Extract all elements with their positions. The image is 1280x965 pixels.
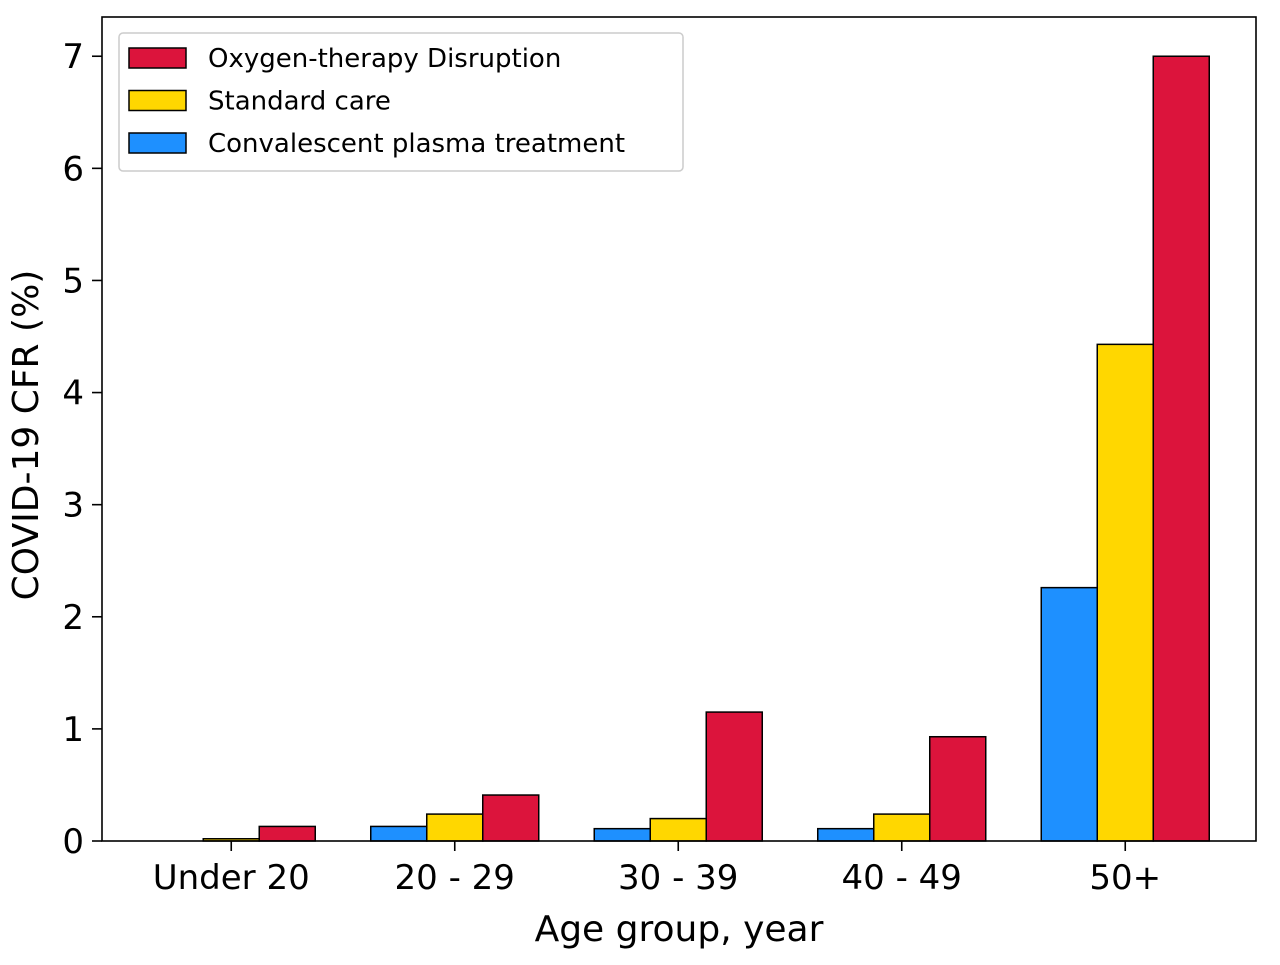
bar-convalescent-plasma-treatment-1 — [369, 825, 428, 842]
bar-convalescent-plasma-treatment-2 — [593, 827, 651, 842]
legend-label: Standard care — [208, 87, 391, 117]
y-tick-label: 4 — [62, 374, 84, 414]
y-tick-label: 6 — [62, 149, 84, 189]
legend-label: Oxygen-therapy Disruption — [208, 44, 561, 74]
bar-convalescent-plasma-treatment-3 — [816, 827, 875, 842]
bar-oxygen-therapy-disruption-1 — [481, 794, 540, 842]
x-tick-label: 40 - 49 — [842, 858, 962, 898]
legend-swatch — [128, 89, 187, 112]
x-tick-label: 30 - 39 — [618, 858, 738, 898]
bar-oxygen-therapy-disruption-3 — [928, 735, 987, 842]
x-tick-label: Under 20 — [153, 858, 310, 898]
y-tick-label: 0 — [62, 822, 84, 862]
bar-oxygen-therapy-disruption-4 — [1152, 55, 1210, 842]
x-axis: Under 20 20 - 29 30 - 39 40 - 49 50+ — [153, 841, 1161, 898]
legend-swatch — [128, 47, 187, 69]
bar-oxygen-therapy-disruption-2 — [705, 711, 763, 842]
y-axis: 0 1 2 3 4 5 6 7 — [62, 37, 102, 862]
legend: Oxygen-therapy Disruption Standard care Co… — [118, 32, 684, 172]
y-tick-label: 7 — [62, 37, 84, 77]
legend-swatch — [128, 132, 187, 154]
y-tick-label: 2 — [62, 598, 84, 638]
x-tick-label: 20 - 29 — [395, 858, 515, 898]
y-axis-label: COVID-19 CFR (%) — [6, 270, 47, 601]
bars-group — [202, 55, 1210, 842]
y-tick-label: 1 — [62, 710, 84, 750]
bar-standard-care-3 — [872, 813, 931, 842]
bar-convalescent-plasma-treatment-4 — [1040, 586, 1098, 842]
bar-standard-care-1 — [425, 813, 484, 842]
x-tick-label: 50+ — [1089, 858, 1161, 898]
y-tick-label: 5 — [62, 261, 84, 301]
bar-standard-care-2 — [649, 817, 707, 842]
legend-label: Convalescent plasma treatment — [208, 129, 625, 159]
bar-standard-care-4 — [1096, 343, 1154, 842]
bar-oxygen-therapy-disruption-0 — [258, 825, 316, 842]
x-axis-label: Age group, year — [535, 909, 824, 950]
legend-frame — [118, 32, 684, 172]
y-tick-label: 3 — [62, 486, 84, 526]
